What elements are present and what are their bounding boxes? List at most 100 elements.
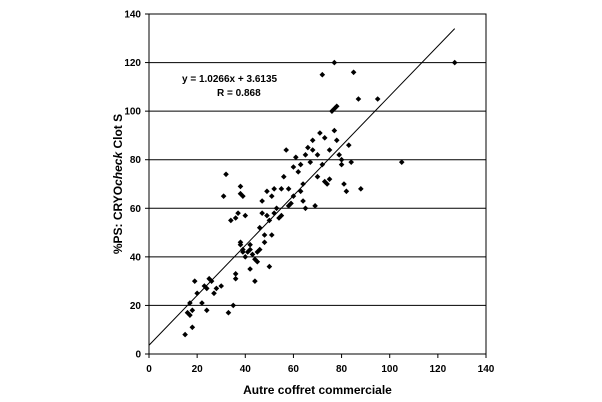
data-point-48 (261, 232, 268, 238)
data-point-18 (223, 171, 229, 178)
data-point-77 (305, 144, 311, 151)
data-point-73 (300, 181, 306, 187)
data-point-44 (256, 224, 263, 231)
data-point-56 (271, 186, 277, 192)
data-point-90 (326, 176, 333, 182)
data-point-27 (237, 190, 244, 197)
x-tick-label: 60 (288, 364, 300, 375)
data-point-16 (218, 283, 225, 289)
y-tick-label: 60 (130, 204, 142, 215)
data-point-11 (203, 307, 210, 314)
data-point-99 (338, 161, 345, 168)
equation-annotation: y = 1.0266x + 3.6135 (182, 74, 278, 85)
data-point-10 (203, 285, 210, 292)
data-point-23 (232, 271, 239, 277)
data-point-68 (290, 193, 297, 199)
data-point-3 (187, 312, 193, 318)
data-point-21 (230, 302, 237, 309)
data-point-88 (321, 178, 328, 185)
data-point-75 (302, 152, 309, 158)
data-point-66 (288, 200, 294, 207)
data-point-91 (326, 147, 333, 153)
data-point-69 (293, 154, 299, 161)
data-point-49 (261, 239, 268, 246)
data-point-46 (259, 198, 265, 204)
data-point-70 (295, 169, 302, 175)
data-point-34 (242, 254, 249, 260)
data-point-55 (268, 232, 275, 238)
data-point-13 (208, 278, 215, 284)
data-point-76 (302, 205, 309, 212)
data-point-85 (319, 71, 326, 78)
data-point-20 (228, 217, 234, 224)
data-point-12 (206, 275, 212, 282)
data-point-93 (331, 59, 338, 66)
data-point-17 (220, 193, 227, 199)
data-point-57 (271, 210, 277, 216)
y-tick-label: 100 (124, 107, 141, 118)
data-point-97 (333, 137, 340, 144)
y-tick-label: 0 (135, 350, 141, 361)
data-point-89 (324, 181, 330, 187)
data-point-51 (264, 212, 270, 219)
data-point-54 (268, 193, 275, 199)
x-tick-label: 20 (192, 364, 204, 375)
data-point-67 (290, 164, 297, 170)
trendline (148, 28, 456, 346)
data-point-87 (321, 135, 328, 141)
data-point-53 (266, 263, 273, 270)
data-point-43 (254, 258, 261, 265)
data-point-24 (232, 275, 239, 282)
data-point-83 (314, 173, 321, 180)
data-point-29 (237, 241, 244, 248)
data-point-65 (285, 186, 292, 192)
data-point-110 (451, 59, 458, 66)
r-annotation: R = 0.868 (217, 88, 261, 99)
data-point-5 (189, 324, 196, 331)
data-point-104 (348, 159, 354, 165)
y-tick-label: 20 (130, 301, 142, 312)
data-point-78 (307, 159, 314, 165)
data-point-38 (247, 266, 253, 272)
data-point-61 (278, 186, 285, 192)
x-tick-label: 140 (478, 364, 495, 375)
data-point-60 (278, 212, 285, 219)
data-point-72 (297, 188, 304, 195)
data-point-109 (398, 159, 405, 165)
x-tick-label: 0 (146, 364, 152, 375)
data-point-103 (345, 142, 352, 148)
data-point-50 (264, 188, 270, 195)
data-point-106 (355, 96, 362, 102)
data-point-108 (374, 96, 381, 102)
data-point-37 (247, 246, 253, 253)
data-point-80 (309, 137, 316, 144)
x-tick-label: 120 (430, 364, 447, 375)
data-point-95 (331, 127, 338, 134)
data-points (182, 59, 458, 338)
y-axis-ticks: 0 20 40 60 80 100 120 140 (124, 10, 149, 361)
data-point-30 (240, 193, 246, 199)
data-point-32 (240, 249, 246, 255)
x-axis-title: Autre coffret commerciale (243, 383, 392, 397)
data-point-26 (237, 183, 244, 190)
x-axis-ticks: 0 20 40 60 80 100 120 140 (146, 354, 495, 375)
data-point-2 (187, 300, 193, 306)
gridlines (149, 62, 486, 306)
data-point-96 (333, 103, 340, 110)
y-tick-label: 140 (124, 10, 141, 21)
data-point-19 (225, 309, 232, 316)
data-point-15 (213, 285, 220, 292)
data-point-45 (256, 246, 263, 253)
data-point-100 (338, 156, 345, 163)
data-point-4 (189, 307, 196, 314)
y-tick-label: 80 (130, 155, 142, 166)
data-point-52 (266, 217, 273, 224)
data-point-25 (235, 210, 241, 216)
data-point-22 (232, 215, 239, 221)
data-point-86 (319, 161, 326, 168)
data-point-47 (259, 210, 265, 216)
data-point-58 (273, 205, 280, 212)
x-tick-label: 100 (381, 364, 398, 375)
y-axis-title: %PS: CRYOcheck Clot S (111, 114, 125, 254)
